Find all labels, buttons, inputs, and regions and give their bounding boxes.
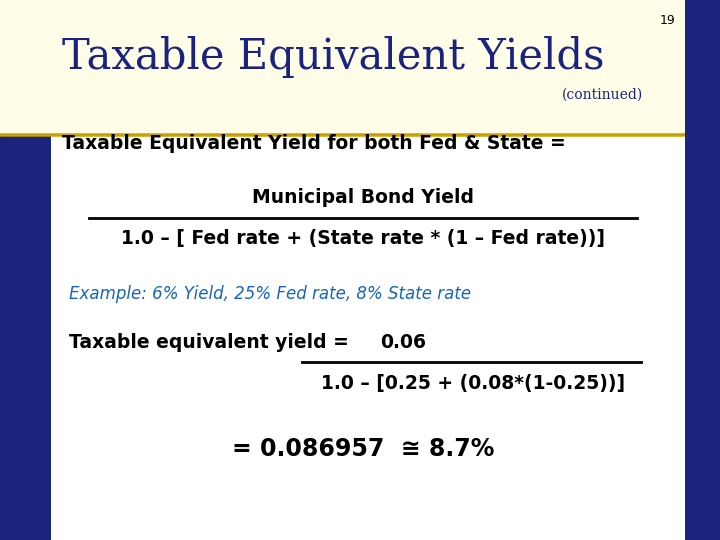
Text: 19: 19 — [660, 14, 675, 26]
Text: Taxable Equivalent Yield for both Fed & State =: Taxable Equivalent Yield for both Fed & … — [62, 133, 565, 153]
Text: (continued): (continued) — [562, 87, 643, 102]
FancyBboxPatch shape — [0, 0, 699, 135]
Text: = 0.086957  ≅ 8.7%: = 0.086957 ≅ 8.7% — [232, 437, 495, 461]
Text: 1.0 – [0.25 + (0.08*(1-0.25))]: 1.0 – [0.25 + (0.08*(1-0.25))] — [321, 374, 625, 393]
Text: Taxable equivalent yield =: Taxable equivalent yield = — [68, 333, 348, 353]
Bar — [51, 113, 685, 540]
Text: 0.06: 0.06 — [380, 333, 426, 353]
Text: 1.0 – [ Fed rate + (State rate * (1 – Fed rate))]: 1.0 – [ Fed rate + (State rate * (1 – Fe… — [121, 229, 606, 248]
Text: Example: 6% Yield, 25% Fed rate, 8% State rate: Example: 6% Yield, 25% Fed rate, 8% Stat… — [68, 285, 471, 303]
Text: Municipal Bond Yield: Municipal Bond Yield — [252, 187, 474, 207]
Text: Taxable Equivalent Yields: Taxable Equivalent Yields — [62, 36, 604, 78]
